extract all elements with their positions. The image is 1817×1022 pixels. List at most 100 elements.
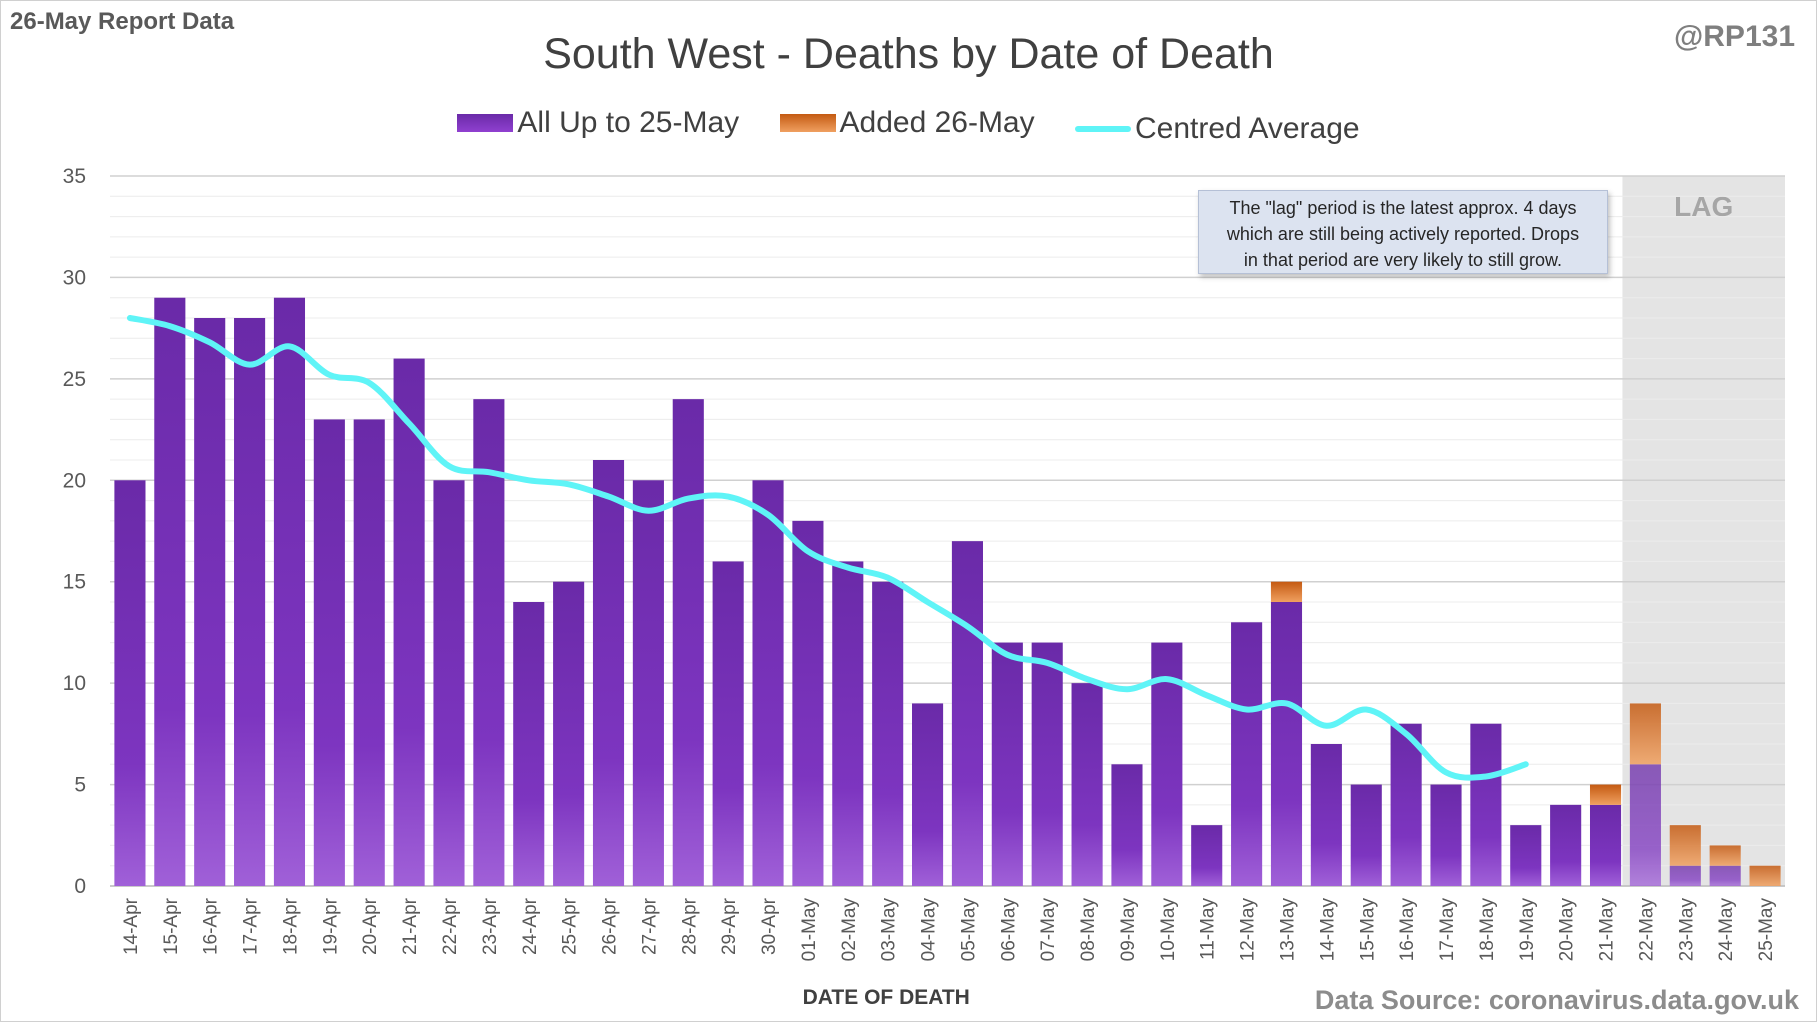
bar-all-up-to-25-may — [1031, 642, 1063, 886]
bar-all-up-to-25-may — [553, 581, 585, 886]
bar-all-up-to-25-may — [194, 318, 226, 886]
bar-all-up-to-25-may — [154, 297, 186, 886]
y-tick-label: 35 — [63, 165, 86, 188]
bar-all-up-to-25-may — [1310, 744, 1342, 886]
legend-item-average: Centred Average — [1074, 112, 1360, 146]
bar-all-up-to-25-may — [1430, 784, 1462, 886]
x-tick-label: 15-Apr — [161, 897, 182, 955]
bar-all-up-to-25-may — [872, 581, 904, 886]
x-axis-ticks: 14-Apr 15-Apr 16-Apr 17-Apr 18-Apr 19-Apr 20-A… — [121, 897, 1777, 961]
legend-label-added: Added 26-May — [839, 106, 1035, 139]
x-tick-label: 08-May — [1078, 898, 1099, 962]
x-tick-label: 25-Apr — [560, 897, 581, 955]
bar-added-26-may — [1749, 865, 1781, 886]
bar-all-up-to-25-may — [273, 297, 306, 886]
bar-all-up-to-25-may — [592, 460, 625, 886]
bar-all-up-to-25-may — [1510, 825, 1542, 886]
x-axis-title: DATE OF DEATH — [803, 986, 970, 1009]
bar-all-up-to-25-may — [712, 561, 744, 886]
legend-swatch-orange — [779, 114, 836, 132]
x-tick-label: 18-May — [1477, 898, 1498, 962]
x-tick-label: 17-Apr — [241, 897, 262, 955]
x-tick-label: 09-May — [1118, 898, 1139, 962]
x-tick-label: 05-May — [958, 898, 979, 962]
bar-all-up-to-25-may — [792, 520, 824, 886]
x-tick-label: 19-May — [1517, 898, 1538, 962]
x-tick-label: 22-May — [1636, 898, 1657, 962]
x-tick-label: 06-May — [998, 898, 1019, 962]
x-tick-label: 04-May — [919, 898, 940, 962]
legend-item-all: All Up to 25-May — [457, 106, 739, 140]
x-tick-label: 20-May — [1557, 898, 1578, 962]
x-tick-label: 02-May — [839, 898, 860, 962]
legend: All Up to 25-May Added 26-May Centred Av… — [0, 106, 1817, 146]
bar-all-up-to-25-may — [433, 480, 465, 886]
bar-all-up-to-25-may — [1111, 764, 1143, 886]
lag-label: LAG — [1674, 191, 1733, 222]
bar-added-26-may — [1709, 845, 1741, 866]
x-tick-label: 16-May — [1397, 898, 1418, 962]
x-tick-label: 15-May — [1357, 898, 1378, 962]
x-tick-label: 21-Apr — [400, 897, 421, 955]
bar-all-up-to-25-may — [114, 480, 146, 886]
y-tick-label: 30 — [63, 266, 86, 289]
bar-all-up-to-25-may — [1550, 804, 1582, 886]
x-tick-label: 14-Apr — [121, 897, 142, 955]
x-tick-label: 30-Apr — [759, 897, 780, 955]
x-tick-label: 16-Apr — [201, 897, 222, 955]
x-tick-label: 07-May — [1038, 898, 1059, 962]
x-tick-label: 23-May — [1676, 898, 1697, 962]
bar-all-up-to-25-may — [951, 541, 983, 886]
x-tick-label: 17-May — [1437, 898, 1458, 962]
x-tick-label: 20-Apr — [360, 897, 381, 955]
x-tick-label: 01-May — [799, 898, 820, 962]
x-tick-label: 29-Apr — [719, 897, 740, 955]
x-tick-label: 24-May — [1716, 898, 1737, 962]
x-tick-label: 19-Apr — [320, 897, 341, 955]
bars — [114, 297, 1781, 887]
bar-all-up-to-25-may — [1589, 804, 1622, 886]
x-tick-label: 18-Apr — [280, 897, 301, 955]
y-tick-label: 15 — [63, 571, 86, 594]
bar-added-26-may — [1589, 784, 1622, 805]
x-tick-label: 26-Apr — [600, 897, 621, 955]
bar-all-up-to-25-may — [1071, 683, 1103, 886]
bar-added-26-may — [1270, 581, 1303, 602]
bar-all-up-to-25-may — [1390, 723, 1422, 886]
bar-all-up-to-25-may — [1191, 825, 1223, 886]
bar-all-up-to-25-may — [832, 561, 864, 886]
bar-all-up-to-25-may — [1270, 602, 1303, 886]
x-tick-label: 28-Apr — [679, 897, 700, 955]
centred-average-line — [126, 315, 1529, 781]
bar-all-up-to-25-may — [752, 480, 784, 886]
x-tick-label: 13-May — [1277, 898, 1298, 962]
lag-note-line-3: in that period are very likely to still … — [1243, 250, 1563, 270]
data-source: Data Source: coronavirus.data.gov.uk — [1314, 985, 1799, 1015]
gridlines — [110, 175, 1785, 887]
lag-note: The "lag" period is the latest approx. 4… — [1198, 190, 1608, 274]
bar-all-up-to-25-may — [991, 642, 1023, 886]
bar-all-up-to-25-may — [1669, 865, 1701, 886]
y-tick-label: 0 — [74, 875, 86, 898]
x-tick-label: 21-May — [1597, 898, 1618, 962]
chart-title: South West - Deaths by Date of Death — [543, 30, 1274, 78]
y-tick-label: 20 — [63, 469, 86, 492]
report-date-label: 26-May Report Data — [10, 8, 235, 35]
x-tick-label: 24-Apr — [520, 897, 541, 955]
bar-all-up-to-25-may — [353, 419, 385, 886]
bar-all-up-to-25-may — [1629, 764, 1661, 886]
bar-all-up-to-25-may — [234, 318, 266, 886]
x-tick-label: 12-May — [1238, 898, 1259, 962]
x-tick-label: 14-May — [1317, 898, 1338, 962]
lag-note-line-2: which are still being actively reported.… — [1226, 224, 1580, 244]
bar-all-up-to-25-may — [1350, 784, 1382, 886]
x-tick-label: 03-May — [879, 898, 900, 962]
bar-all-up-to-25-may — [1470, 723, 1502, 886]
y-tick-label: 5 — [74, 774, 86, 797]
y-tick-label: 10 — [63, 672, 86, 695]
legend-swatch-line — [1074, 126, 1131, 132]
x-tick-label: 22-Apr — [440, 897, 461, 955]
legend-swatch-purple — [457, 114, 514, 132]
bar-all-up-to-25-may — [473, 399, 505, 886]
